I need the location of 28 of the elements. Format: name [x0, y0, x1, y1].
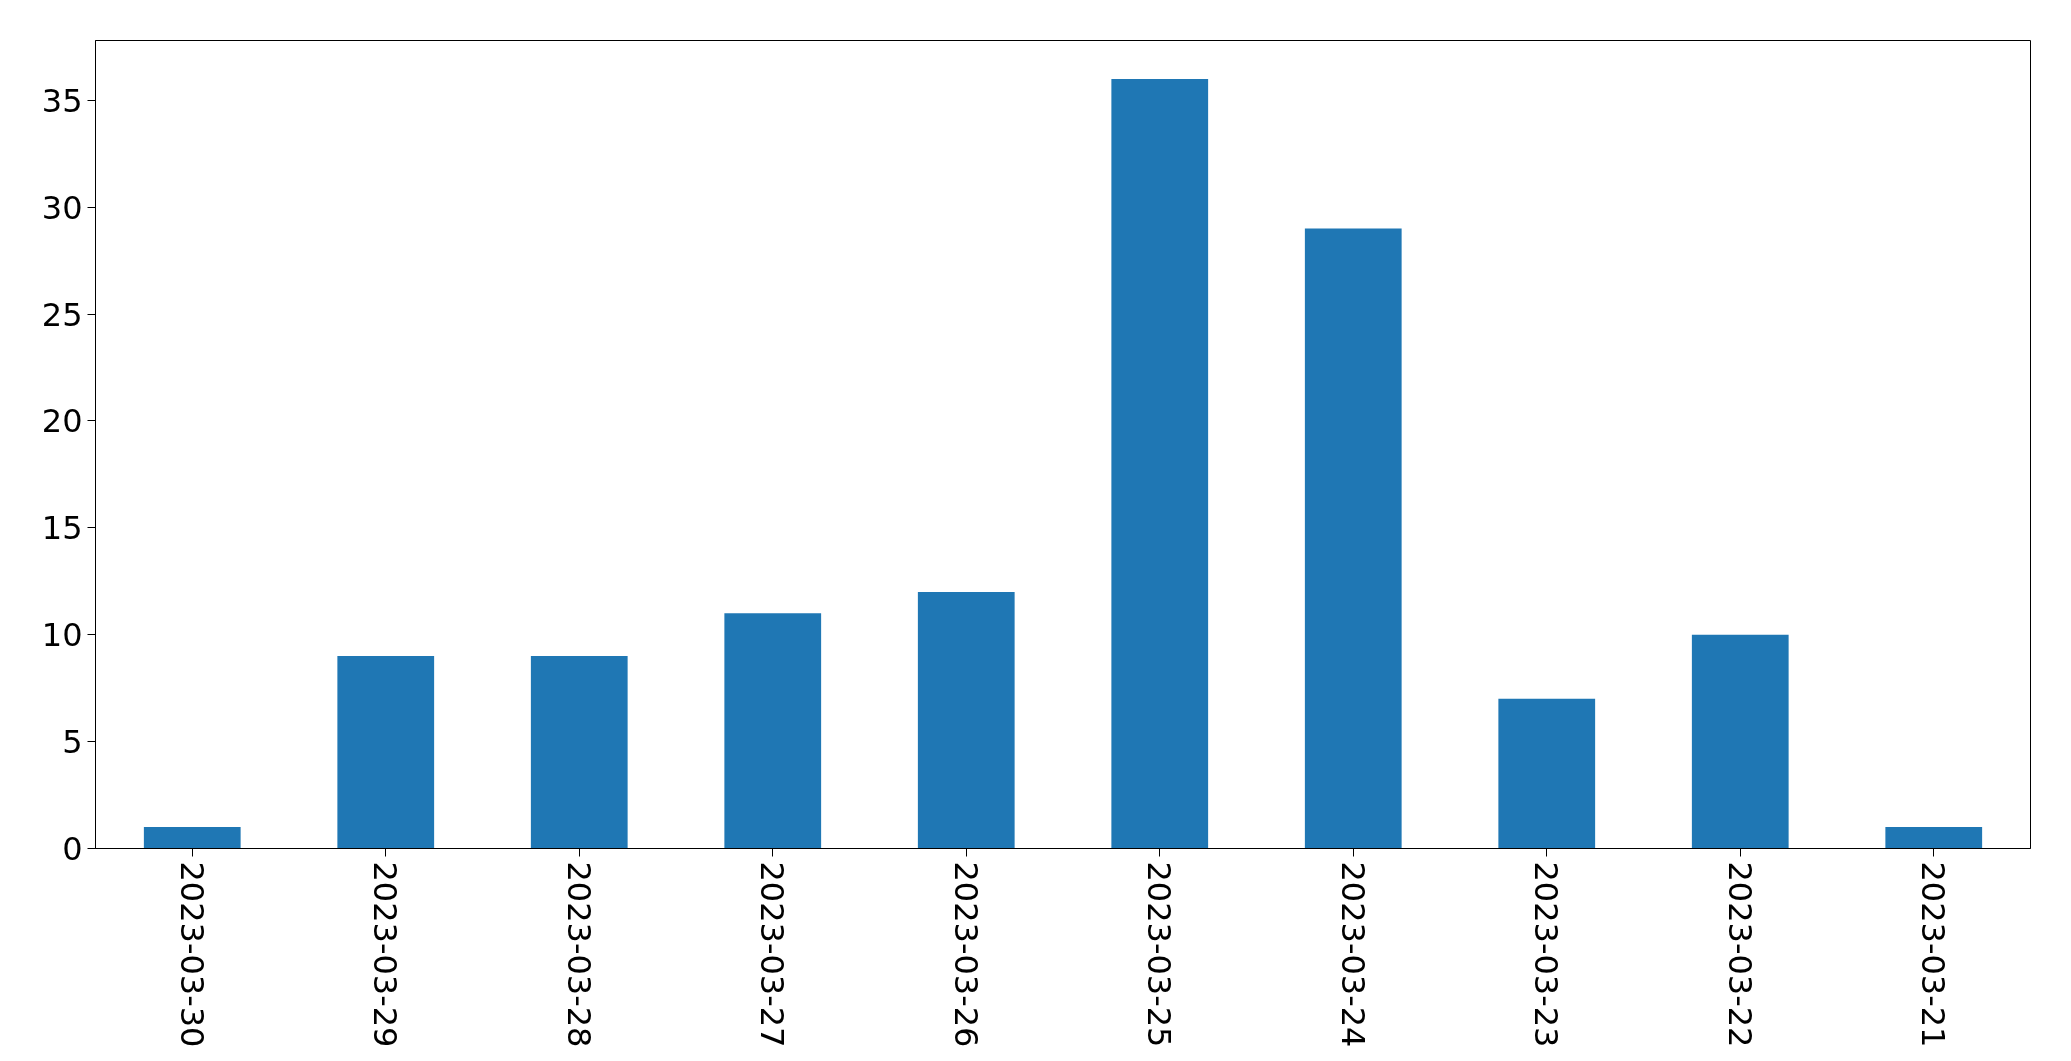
y-tick-label: 15: [41, 509, 83, 548]
bar: [1498, 698, 1596, 849]
bar: [530, 656, 628, 849]
bar: [337, 656, 435, 849]
x-tick-label: 2023-03-27: [753, 861, 792, 1048]
y-tick-label: 10: [41, 616, 83, 655]
y-tick-label: 30: [41, 188, 83, 227]
x-tick-label: 2023-03-30: [172, 861, 211, 1048]
y-tick-label: 20: [41, 402, 83, 441]
y-tick-label: 5: [62, 723, 83, 762]
bar: [1111, 78, 1209, 849]
x-tick-label: 2023-03-24: [1333, 861, 1372, 1048]
x-tick-label: 2023-03-28: [559, 861, 598, 1048]
y-tick-label: 25: [41, 295, 83, 334]
bar: [143, 827, 241, 849]
bar: [1304, 228, 1402, 849]
x-tick-label: 2023-03-22: [1720, 861, 1759, 1048]
x-tick-label: 2023-03-29: [366, 861, 405, 1048]
x-tick-label: 2023-03-23: [1527, 861, 1566, 1048]
x-tick-label: 2023-03-26: [946, 861, 985, 1048]
x-tick-label: 2023-03-25: [1140, 861, 1179, 1048]
y-tick-label: 35: [41, 81, 83, 120]
bar: [1885, 827, 1983, 849]
bar: [917, 591, 1015, 849]
bar: [1691, 634, 1789, 849]
y-tick-label: 0: [62, 830, 83, 868]
bar: [724, 613, 822, 849]
x-tick-label: 2023-03-21: [1914, 861, 1953, 1048]
